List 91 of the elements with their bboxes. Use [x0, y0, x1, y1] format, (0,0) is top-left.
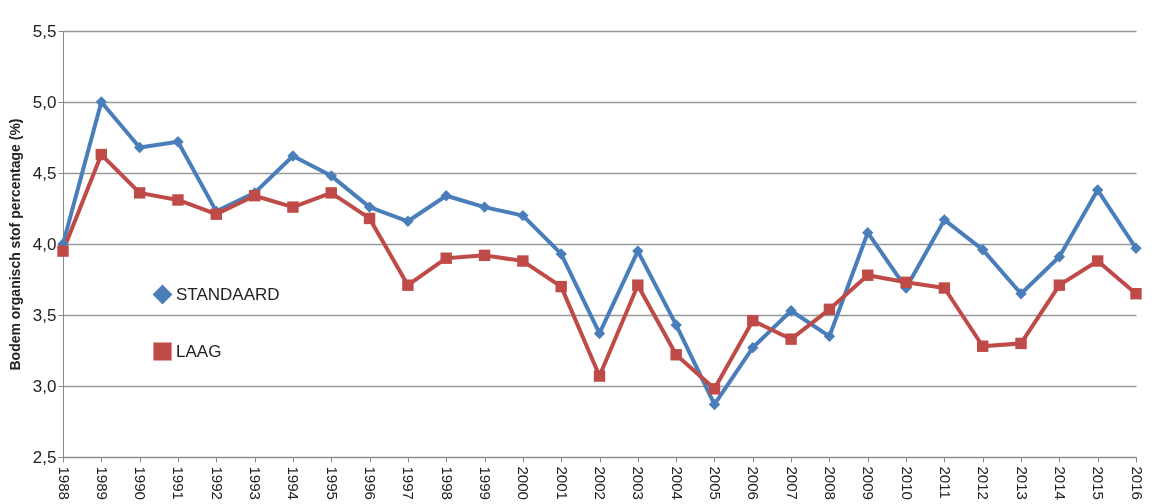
point — [325, 187, 337, 199]
point — [440, 252, 452, 264]
y-tick-label: 2,5 — [32, 447, 57, 467]
y-tick-label: 3,5 — [32, 305, 57, 325]
point — [133, 141, 146, 154]
x-tick-label: 1995 — [323, 466, 341, 500]
point — [1130, 288, 1142, 300]
x-tick-label: 2009 — [860, 466, 878, 500]
point — [555, 280, 567, 293]
point — [1091, 255, 1104, 267]
x-tick-label: 1999 — [477, 466, 495, 500]
x-tick-label: 1997 — [400, 466, 418, 500]
point — [823, 303, 836, 316]
point — [708, 383, 721, 395]
point — [363, 201, 376, 213]
point — [1091, 184, 1104, 196]
y-tick-label: 5,5 — [32, 21, 57, 41]
x-tick-label: 1994 — [285, 466, 303, 500]
point — [478, 201, 491, 213]
x-tick-label: 1996 — [362, 466, 380, 500]
point — [593, 327, 606, 340]
x-tick-label: 2016 — [1128, 466, 1146, 500]
point — [172, 194, 184, 206]
point — [747, 314, 759, 327]
x-tick-label: 2005 — [706, 466, 724, 500]
point — [785, 305, 797, 317]
point — [555, 248, 567, 260]
point — [133, 187, 146, 199]
point — [632, 279, 644, 291]
point — [478, 249, 491, 262]
point — [747, 341, 759, 354]
point — [517, 209, 529, 222]
point — [287, 150, 299, 162]
point — [57, 245, 69, 257]
point — [287, 201, 299, 213]
x-tick-label: 1993 — [247, 466, 265, 500]
point — [95, 148, 108, 161]
point — [517, 255, 529, 267]
y-axis-title: Bodem organisch stof percentage (%) — [6, 118, 23, 371]
point — [95, 96, 108, 108]
point — [977, 243, 989, 256]
x-tick-label: 1988 — [55, 466, 73, 500]
x-tick-label: 2004 — [668, 466, 686, 500]
y-tick-label: 5,0 — [32, 92, 57, 112]
legend-label: LAAG — [176, 341, 222, 361]
point — [1053, 251, 1066, 263]
point — [1130, 242, 1142, 254]
point — [402, 215, 414, 227]
point — [862, 269, 874, 281]
x-tick-label: 2002 — [592, 466, 609, 500]
x-tick-label: 2015 — [1090, 466, 1108, 500]
x-tick-label: 2013 — [1013, 466, 1031, 500]
point — [670, 319, 682, 331]
point — [938, 214, 951, 226]
point — [593, 370, 606, 382]
point — [938, 282, 951, 294]
point — [900, 276, 912, 289]
legend-label: STANDAARD — [176, 284, 280, 304]
x-tick-label: 2000 — [515, 466, 533, 500]
point — [172, 136, 184, 148]
x-tick-label: 1989 — [93, 466, 111, 500]
x-tick-label: 2003 — [630, 466, 648, 500]
point — [632, 245, 644, 257]
x-tick-label: 2010 — [898, 466, 916, 500]
point — [1015, 337, 1027, 350]
point — [708, 398, 721, 411]
x-tick-label: 1990 — [132, 466, 150, 500]
point — [670, 349, 682, 361]
point — [402, 279, 414, 291]
point — [977, 340, 989, 352]
point — [823, 330, 836, 342]
point — [785, 333, 797, 345]
point — [363, 212, 376, 225]
x-tick-label: 2011 — [936, 466, 954, 499]
x-tick-label: 2014 — [1051, 466, 1069, 500]
x-tick-label: 1992 — [208, 466, 226, 500]
x-tick-label: 1998 — [438, 466, 456, 500]
x-tick-label: 2001 — [553, 466, 571, 500]
point — [325, 170, 337, 182]
point — [862, 226, 874, 239]
point — [1015, 288, 1027, 300]
x-tick-label: 2008 — [821, 466, 839, 500]
x-tick-label: 1991 — [170, 466, 188, 500]
point — [1053, 279, 1066, 291]
y-tick-label: 4,0 — [32, 234, 57, 254]
y-tick-label: 4,5 — [32, 163, 57, 183]
y-tick-label: 3,0 — [32, 376, 57, 396]
x-tick-label: 2007 — [783, 466, 801, 500]
point — [440, 190, 452, 202]
x-tick-label: 2012 — [975, 466, 993, 500]
x-tick-label: 2006 — [745, 466, 763, 500]
